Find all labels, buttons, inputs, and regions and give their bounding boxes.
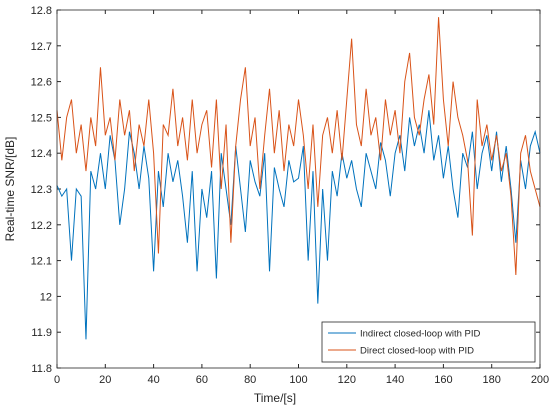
x-tick-label: 100	[289, 374, 307, 386]
data-line	[56, 17, 541, 275]
y-tick-label: 12.8	[31, 5, 52, 17]
x-tick-label: 140	[386, 374, 404, 386]
y-axis-label: Real-time SNR/[dB]	[3, 137, 17, 242]
y-tick-label: 11.8	[31, 363, 52, 375]
y-tick-label: 12.6	[31, 77, 52, 89]
y-tick-label: 12.3	[31, 184, 52, 196]
x-tick-label: 80	[244, 374, 256, 386]
x-tick-label: 40	[147, 374, 159, 386]
x-tick-label: 180	[483, 374, 501, 386]
y-tick-label: 12.7	[31, 41, 52, 53]
x-tick-label: 160	[434, 374, 452, 386]
legend-box	[321, 321, 536, 363]
x-axis-label: Time/[s]	[254, 391, 296, 405]
data-line	[56, 110, 541, 340]
y-tick-label: 12	[40, 291, 52, 303]
x-tick-label: 200	[531, 374, 549, 386]
y-tick-label: 12.4	[31, 148, 52, 160]
y-tick-label: 12.1	[31, 256, 52, 268]
plot-frame	[56, 9, 541, 369]
y-tick-label: 11.9	[31, 327, 52, 339]
y-tick-label: 12.2	[31, 220, 52, 232]
x-tick-label: 0	[54, 374, 60, 386]
legend-label: Indirect closed-loop with PID	[360, 329, 481, 340]
y-tick-label: 12.5	[31, 112, 52, 124]
x-tick-label: 120	[338, 374, 356, 386]
legend-label: Direct closed-loop with PID	[360, 346, 474, 357]
x-tick-label: 20	[99, 374, 111, 386]
x-tick-label: 60	[196, 374, 208, 386]
